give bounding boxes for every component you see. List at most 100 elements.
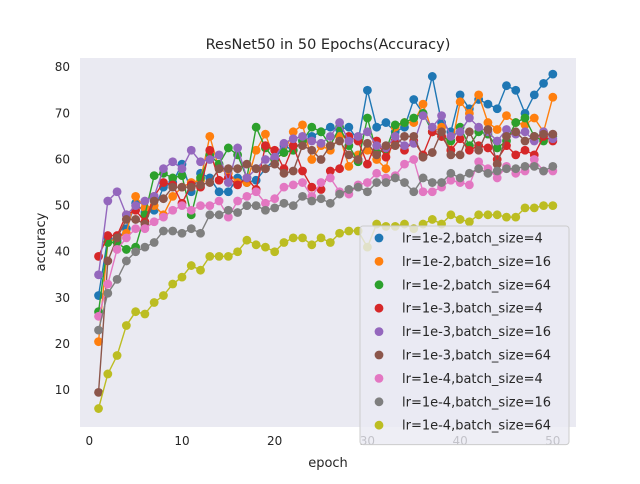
data-point	[131, 201, 141, 211]
legend-label: lr=1e-4,batch_size=4	[402, 372, 543, 387]
data-point	[502, 111, 511, 121]
data-point	[418, 187, 428, 197]
data-point	[205, 132, 215, 141]
legend-marker	[374, 257, 384, 266]
data-point	[381, 118, 391, 127]
data-point	[196, 180, 205, 190]
data-point	[418, 111, 428, 121]
data-point	[446, 168, 456, 178]
data-point	[409, 187, 419, 197]
data-point	[223, 164, 233, 174]
data-point	[112, 275, 122, 284]
data-point	[502, 164, 511, 174]
data-point	[381, 152, 391, 162]
data-point	[539, 166, 548, 176]
legend-label: lr=1e-2,batch_size=4	[402, 232, 543, 247]
data-point	[464, 113, 474, 123]
data-point	[261, 242, 270, 252]
y-tick-label: 20	[55, 337, 70, 351]
data-point	[298, 191, 307, 201]
data-point	[251, 145, 261, 155]
data-point	[288, 201, 298, 211]
data-point	[177, 182, 187, 192]
data-point	[483, 143, 493, 153]
data-point	[539, 201, 548, 211]
data-point	[270, 159, 280, 169]
data-point	[288, 166, 298, 176]
data-point	[94, 404, 103, 413]
data-point	[511, 118, 521, 127]
y-tick-label: 80	[55, 60, 70, 74]
data-point	[492, 104, 502, 114]
data-point	[548, 69, 558, 79]
data-point	[353, 182, 363, 192]
data-point	[372, 150, 382, 160]
data-point	[335, 164, 344, 174]
data-point	[251, 164, 261, 174]
data-point	[103, 279, 113, 289]
data-point	[177, 228, 187, 238]
data-point	[474, 157, 484, 167]
data-point	[196, 265, 205, 275]
data-point	[316, 178, 326, 187]
data-point	[177, 171, 187, 181]
data-point	[483, 210, 493, 220]
data-point	[307, 196, 317, 206]
data-point	[363, 159, 372, 169]
data-point	[205, 210, 215, 220]
data-point	[511, 85, 521, 95]
data-point	[112, 351, 122, 360]
data-point	[131, 215, 141, 224]
legend-marker	[374, 397, 384, 407]
data-point	[177, 164, 187, 174]
data-point	[279, 168, 289, 178]
data-point	[335, 228, 344, 238]
x-tick-label: 10	[174, 434, 189, 448]
data-point	[548, 92, 558, 102]
data-point	[112, 245, 122, 254]
legend-label: lr=1e-3,batch_size=64	[402, 349, 551, 364]
data-point	[492, 173, 502, 183]
data-point	[474, 122, 484, 132]
data-point	[186, 205, 196, 215]
series-group	[94, 161, 558, 335]
data-point	[372, 122, 382, 132]
data-point	[548, 201, 558, 211]
data-point	[223, 205, 233, 215]
data-point	[186, 224, 196, 234]
data-point	[381, 178, 391, 187]
data-point	[548, 129, 558, 139]
data-point	[502, 81, 511, 91]
data-point	[270, 247, 280, 257]
data-point	[390, 132, 400, 141]
data-point	[307, 122, 317, 132]
legend-marker	[374, 327, 384, 336]
data-point	[121, 215, 131, 224]
data-point	[492, 125, 502, 134]
data-point	[474, 210, 484, 220]
series-layer	[94, 69, 558, 413]
y-tick-label: 30	[55, 291, 70, 305]
legend-label: lr=1e-2,batch_size=16	[402, 255, 551, 270]
y-tick-label: 70	[55, 106, 70, 120]
legend: lr=1e-2,batch_size=4 lr=1e-2,batch_size=1…	[359, 225, 570, 446]
data-point	[520, 113, 530, 123]
legend-marker	[374, 303, 384, 313]
data-point	[251, 201, 261, 211]
data-point	[492, 159, 502, 169]
data-point	[363, 138, 372, 148]
data-point	[94, 311, 103, 321]
data-point	[464, 145, 474, 155]
data-point	[94, 270, 103, 280]
data-point	[511, 127, 521, 137]
data-point	[168, 173, 178, 183]
data-point	[427, 178, 437, 187]
data-point	[455, 97, 465, 107]
data-point	[511, 212, 521, 222]
data-point	[140, 309, 150, 319]
data-point	[177, 272, 187, 282]
data-point	[353, 132, 363, 141]
data-point	[325, 141, 335, 151]
data-point	[539, 129, 548, 139]
legend-marker	[374, 420, 384, 430]
